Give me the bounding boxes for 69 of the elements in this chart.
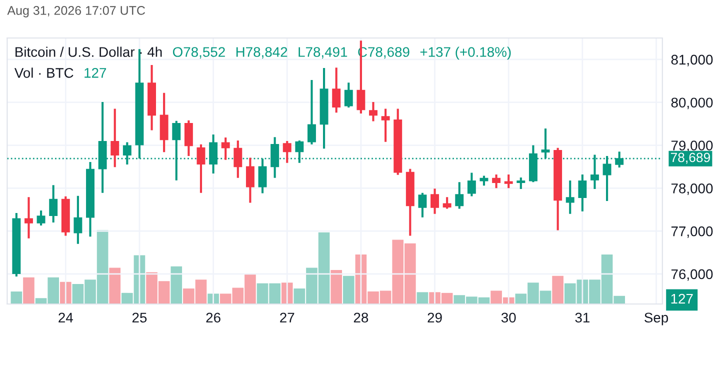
x-tick-label: 27: [280, 312, 294, 322]
chart-title: Bitcoin / U.S. Dollar · 4h: [16, 46, 162, 57]
bar: [416, 292, 428, 304]
y-tick-label: 79,000: [671, 140, 713, 152]
candlestick: [406, 168, 414, 236]
candlestick: [282, 140, 292, 163]
x-tick-label: 30: [501, 312, 516, 323]
x-tick-label: Sep: [644, 312, 668, 326]
x-tick-label: 29: [428, 312, 442, 323]
candlestick: [442, 197, 452, 209]
candlestick: [394, 108, 402, 175]
y-tick-label: 78,000: [671, 183, 713, 195]
candlestick: [12, 213, 21, 277]
ref-line-label: 78,689: [670, 152, 710, 164]
annotation: L78,491: [298, 47, 348, 59]
candlestick: [504, 174, 513, 188]
candlestick: [516, 177, 526, 190]
x-tick-label: 25: [132, 312, 147, 323]
candlestick: [49, 185, 58, 222]
candlestick: [344, 82, 353, 108]
x-tick-label: 28: [354, 312, 368, 323]
bar: [552, 276, 564, 304]
candlestick: [467, 172, 476, 196]
candlestick: [196, 144, 206, 193]
bar: [342, 276, 354, 304]
candlestick: [148, 65, 156, 130]
candlestick: [480, 176, 488, 186]
candlestick: [246, 158, 254, 203]
annotation: +137 (+0.18%): [420, 46, 511, 60]
bar: [330, 270, 342, 304]
text: 127: [671, 294, 693, 304]
candlestick: [234, 140, 242, 178]
bar: [23, 277, 34, 304]
candlestick: [332, 68, 341, 113]
candlestick: [430, 188, 440, 214]
candlestick: [110, 108, 120, 168]
candlestick: [24, 197, 33, 238]
y-tick-label: 77,000: [671, 226, 713, 238]
candlestick: [492, 174, 501, 188]
annotation: 127: [84, 68, 106, 78]
y-tick-label: 76,000: [671, 269, 713, 281]
x-tick-label: 31: [575, 312, 590, 323]
candlestick: [381, 108, 390, 142]
candlestick: [578, 174, 587, 212]
candlestick: [86, 162, 94, 237]
candlestick: [221, 138, 230, 160]
candlestick: [160, 92, 168, 152]
x-tick-label: 26: [206, 312, 220, 323]
candlestick: [418, 192, 427, 218]
candlestick: [566, 180, 574, 214]
candlestick: [36, 210, 46, 226]
candlestick: [74, 196, 82, 244]
annotation: Vol · BTC: [14, 68, 74, 78]
candlestick: [369, 102, 378, 122]
annotation: O78,552: [172, 47, 225, 59]
candlestick: [61, 196, 70, 236]
bar: [10, 291, 22, 304]
bar: [109, 268, 121, 304]
bar: [170, 266, 182, 304]
x-tick-label: 24: [58, 312, 73, 322]
candlestick: [320, 68, 328, 149]
candlestick: [307, 80, 316, 144]
annotation: H78,842: [236, 47, 288, 59]
candlestick: [455, 182, 464, 209]
y-tick-label: 80,000: [671, 98, 713, 110]
candlestick: [184, 120, 193, 156]
candlestick: [554, 148, 562, 230]
text: Aug 31, 2026 17:07 UTC: [7, 6, 146, 18]
y-tick-label: 81,000: [671, 54, 713, 66]
